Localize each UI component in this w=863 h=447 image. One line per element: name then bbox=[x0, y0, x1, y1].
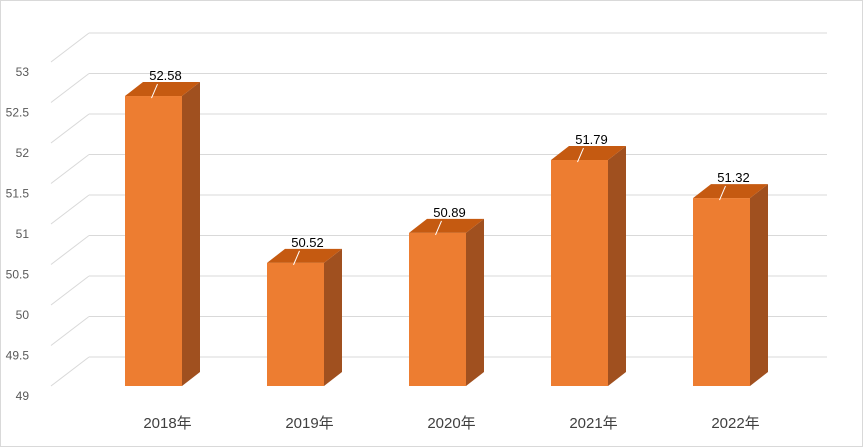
y-tick-label: 50.5 bbox=[6, 268, 30, 282]
bar-front bbox=[551, 160, 608, 386]
y-tick-label: 52.5 bbox=[6, 106, 30, 120]
y-axis: 49 49.5 50 50.5 51 51.5 52 52.5 53 bbox=[6, 65, 30, 403]
bar-2021年 bbox=[551, 146, 626, 386]
gridline-diagonal bbox=[50, 275, 90, 306]
data-label: 50.52 bbox=[291, 235, 324, 250]
x-tick-label: 2022年 bbox=[711, 415, 759, 432]
gridline-diagonal bbox=[50, 316, 90, 346]
bar-top bbox=[267, 248, 342, 263]
y-tick-label: 53 bbox=[16, 65, 30, 79]
gridline-diagonal bbox=[50, 32, 90, 63]
bar-side bbox=[608, 146, 626, 386]
y-tick-label: 51 bbox=[16, 227, 30, 241]
data-label-leader bbox=[435, 220, 442, 236]
bar-2020年 bbox=[409, 218, 484, 386]
x-axis: 2018年 2019年 2020年 2021年 2022年 bbox=[143, 415, 759, 432]
y-tick-label: 52 bbox=[16, 146, 30, 160]
data-label: 50.89 bbox=[433, 205, 466, 220]
bar-front bbox=[409, 232, 466, 386]
bars bbox=[125, 82, 768, 387]
y-tick-label: 49.5 bbox=[6, 349, 30, 363]
bar-side bbox=[466, 218, 484, 386]
gridline-diagonal bbox=[50, 235, 90, 265]
y-tick-label: 50 bbox=[16, 308, 30, 322]
data-label-leader bbox=[719, 185, 726, 201]
data-label-leader bbox=[577, 147, 584, 163]
data-label-leader bbox=[151, 83, 158, 99]
bar-side bbox=[182, 82, 200, 387]
bar-top bbox=[409, 218, 484, 233]
bar-top bbox=[125, 82, 200, 97]
gridline-diagonal bbox=[50, 356, 90, 387]
bar-top bbox=[551, 146, 626, 161]
data-label-leader bbox=[293, 250, 300, 266]
bar-2019年 bbox=[267, 248, 342, 386]
gridline-diagonal bbox=[50, 113, 90, 144]
data-label: 51.32 bbox=[717, 170, 750, 185]
bar-2018年 bbox=[125, 82, 200, 387]
x-tick-label: 2020年 bbox=[427, 415, 475, 432]
bar-top bbox=[693, 184, 768, 199]
data-label: 52.58 bbox=[149, 68, 182, 83]
bar-2022年 bbox=[693, 184, 768, 386]
y-tick-label: 51.5 bbox=[6, 187, 30, 201]
x-tick-label: 2018年 bbox=[143, 415, 191, 432]
data-label: 51.79 bbox=[575, 132, 608, 147]
x-tick-label: 2021年 bbox=[569, 415, 617, 432]
bar-front bbox=[267, 262, 324, 386]
y-tick-label: 49 bbox=[16, 389, 30, 403]
x-tick-label: 2019年 bbox=[285, 415, 333, 432]
gridline-diagonal bbox=[50, 194, 90, 225]
gridline-diagonal bbox=[50, 73, 90, 103]
data-labels: 52.58 50.52 50.89 51.79 51.32 bbox=[149, 68, 750, 266]
bar-side bbox=[750, 184, 768, 386]
gridline-diagonal bbox=[50, 154, 90, 184]
bar-front bbox=[693, 198, 750, 386]
bar-side bbox=[324, 248, 342, 386]
bar-front bbox=[125, 96, 182, 387]
